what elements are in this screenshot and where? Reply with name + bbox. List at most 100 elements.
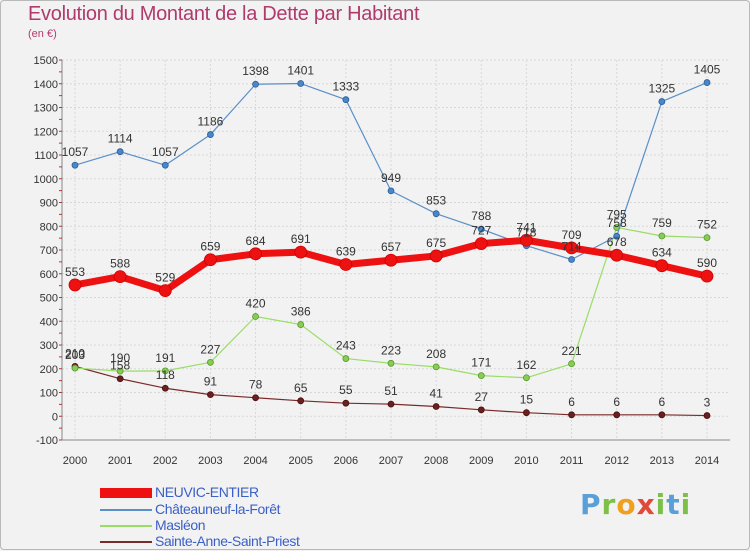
data-label: 795 <box>607 207 627 221</box>
data-point <box>568 256 575 263</box>
data-label: 853 <box>426 194 446 208</box>
data-point <box>342 96 350 104</box>
data-point <box>432 210 440 218</box>
data-point <box>342 355 350 362</box>
data-label: 227 <box>200 342 220 356</box>
unit-note: (en €) <box>28 28 57 40</box>
x-tick-label: 2003 <box>198 455 222 467</box>
data-label: 223 <box>381 343 401 357</box>
data-label: 1057 <box>152 145 179 159</box>
data-point <box>703 234 711 242</box>
data-point <box>204 253 217 267</box>
data-point <box>116 367 124 375</box>
data-label: 6 <box>568 395 575 409</box>
data-point <box>568 360 575 368</box>
data-point <box>71 364 79 372</box>
data-label: 6 <box>659 395 666 409</box>
data-point <box>158 284 172 298</box>
data-label: 243 <box>336 339 356 353</box>
y-tick-label: 900 <box>40 198 58 210</box>
x-tick-label: 2004 <box>243 455 267 467</box>
x-tick-label: 2008 <box>424 455 448 467</box>
data-point <box>523 409 530 417</box>
data-label: 171 <box>471 356 491 370</box>
x-tick-label: 2000 <box>63 455 87 467</box>
data-label: 691 <box>291 232 311 246</box>
data-point <box>116 148 124 156</box>
data-point <box>568 411 575 419</box>
data-label: 553 <box>65 265 85 279</box>
data-point <box>387 400 395 408</box>
data-point <box>387 187 395 195</box>
data-label: 6 <box>613 395 620 409</box>
data-label: 3 <box>704 396 711 410</box>
data-label: 91 <box>204 375 218 389</box>
data-label: 590 <box>697 256 717 270</box>
data-point <box>613 411 621 419</box>
x-tick-label: 2012 <box>604 455 628 467</box>
legend-swatch <box>100 525 152 527</box>
data-label: 718 <box>516 226 536 240</box>
legend-label: Châteauneuf-la-Forêt <box>155 501 281 517</box>
y-tick-label: 100 <box>40 388 58 400</box>
data-point <box>161 367 169 375</box>
data-label: 55 <box>339 383 353 397</box>
y-tick-label: 400 <box>40 316 58 328</box>
y-tick-label: 700 <box>40 245 58 257</box>
data-point <box>520 233 533 247</box>
x-tick-label: 2001 <box>108 455 132 467</box>
data-point <box>297 321 305 328</box>
data-label: 678 <box>607 235 627 249</box>
data-label: 752 <box>697 218 717 232</box>
data-point <box>477 372 485 380</box>
data-label: 588 <box>110 257 130 271</box>
data-label: 78 <box>249 378 263 392</box>
data-label: 1114 <box>108 132 133 146</box>
data-label: 639 <box>336 244 356 258</box>
data-point <box>297 397 305 405</box>
data-point <box>565 241 578 255</box>
x-tick-label: 2013 <box>650 455 674 467</box>
data-point <box>116 375 124 383</box>
legend-label: Sainte-Anne-Saint-Priest <box>155 533 300 549</box>
data-label: 15 <box>520 393 534 407</box>
data-point <box>207 131 214 138</box>
data-label: 1057 <box>62 145 89 159</box>
data-label: 221 <box>562 344 582 358</box>
y-tick-label: 300 <box>40 340 58 352</box>
legend-swatch <box>100 509 152 511</box>
data-point <box>68 278 82 292</box>
data-point <box>658 232 666 240</box>
data-label: 529 <box>155 271 175 285</box>
data-point <box>432 363 440 371</box>
data-label: 41 <box>429 387 443 401</box>
data-label: 190 <box>110 351 130 365</box>
data-point <box>655 259 669 273</box>
data-label: 675 <box>426 236 446 250</box>
data-label: 162 <box>516 358 536 372</box>
data-point <box>71 161 79 169</box>
data-label: 1186 <box>198 115 224 129</box>
data-point <box>658 411 666 419</box>
data-label: 684 <box>246 234 266 248</box>
data-label: 727 <box>471 224 491 238</box>
data-point <box>252 313 259 320</box>
data-label: 27 <box>475 390 489 404</box>
data-label: 759 <box>652 216 672 230</box>
data-point <box>387 359 395 367</box>
proxiti-logo: Proxiti <box>580 488 692 521</box>
data-label: 949 <box>381 171 401 185</box>
data-point <box>613 232 621 240</box>
data-point <box>161 161 169 169</box>
y-tick-label: 600 <box>40 269 58 281</box>
x-tick-label: 2007 <box>379 455 403 467</box>
x-tick-label: 2009 <box>469 455 493 467</box>
data-point <box>342 399 350 407</box>
y-tick-label: 1000 <box>34 174 58 186</box>
data-label: 788 <box>471 209 491 223</box>
y-tick-label: 1400 <box>34 79 58 91</box>
data-point <box>523 374 530 382</box>
data-point <box>610 248 624 262</box>
y-tick-label: 0 <box>52 411 58 423</box>
data-point <box>432 403 440 410</box>
